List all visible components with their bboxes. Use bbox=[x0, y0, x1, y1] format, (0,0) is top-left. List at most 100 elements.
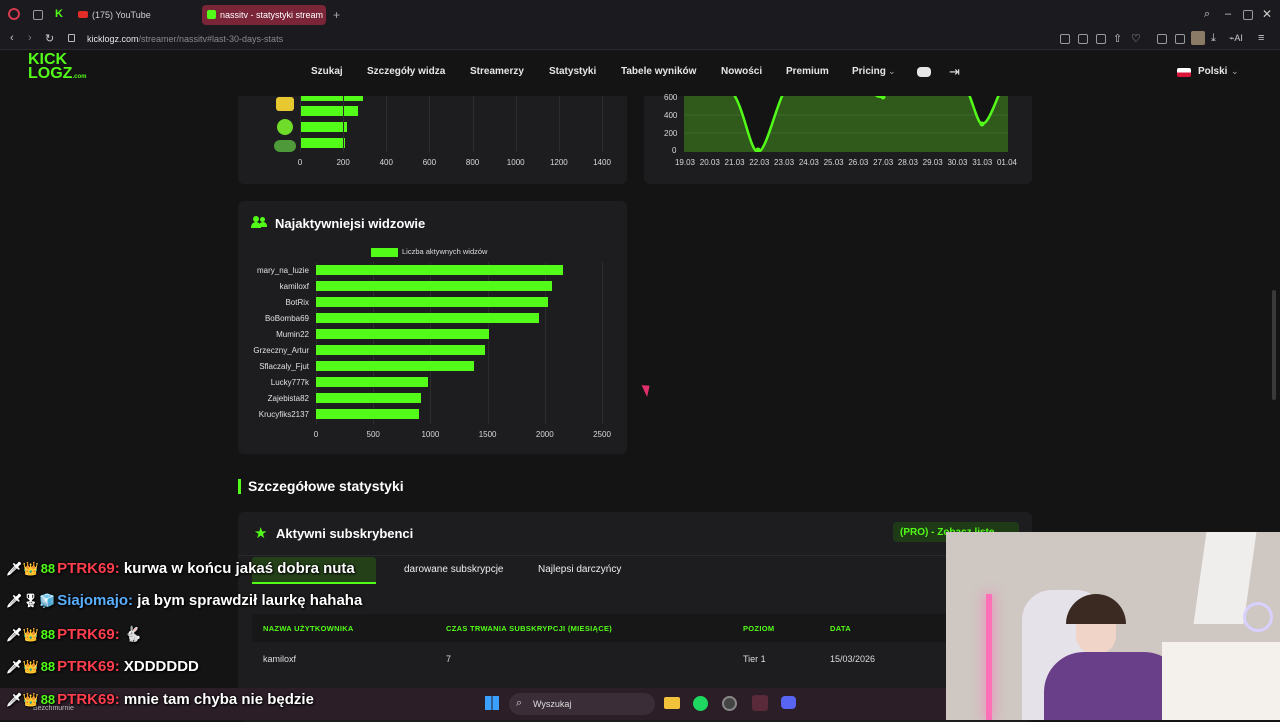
search-tabs-icon[interactable]: ⌕ bbox=[1204, 8, 1211, 20]
column-date[interactable]: DATA bbox=[830, 624, 851, 633]
nav-szczegoly-widza[interactable]: Szczegóły widza bbox=[367, 66, 446, 77]
kicklogz-logo[interactable]: KICK LOGZ.com bbox=[28, 51, 87, 84]
tab-youtube[interactable]: (175) YouTube bbox=[92, 10, 151, 20]
users-icon bbox=[251, 216, 267, 228]
chat-message: 🗡👑 88 PTRK69: 🐇 bbox=[6, 625, 143, 643]
language-select[interactable]: Polski bbox=[1198, 66, 1228, 77]
nav-pricing[interactable]: Pricing bbox=[852, 66, 886, 77]
x-tick-label: 0 bbox=[313, 430, 319, 439]
vpn-icon[interactable] bbox=[1157, 34, 1167, 44]
gridline bbox=[558, 96, 560, 152]
nav-premium[interactable]: Premium bbox=[786, 66, 829, 77]
bar-BoBomba69 bbox=[316, 313, 540, 323]
tab-kicklogz[interactable]: nassitv - statystyki stream bbox=[202, 5, 326, 25]
obs-icon[interactable] bbox=[722, 696, 737, 711]
data-point bbox=[880, 96, 886, 100]
mouse-cursor-icon bbox=[641, 382, 654, 397]
nav-statystyki[interactable]: Statystyki bbox=[549, 66, 597, 77]
y-tick: 400 bbox=[664, 111, 678, 120]
nav-szukaj[interactable]: Szukaj bbox=[311, 66, 343, 77]
column-username[interactable]: NAZWA UŻYTKOWNIKA bbox=[263, 624, 354, 633]
discord-taskbar-icon[interactable] bbox=[781, 696, 796, 709]
new-tab-icon[interactable]: + bbox=[333, 8, 341, 22]
x-tick-label: 29.03 bbox=[922, 158, 943, 167]
tab-top-gifters[interactable]: Najlepsi darczyńcy bbox=[538, 564, 622, 575]
pink-led-light bbox=[986, 594, 992, 720]
x-tick-label: 30.03 bbox=[947, 158, 968, 167]
emote-pikachu-icon bbox=[276, 97, 294, 111]
sub-badge-icon: 88 bbox=[40, 659, 56, 674]
logo-line1: KICK bbox=[28, 51, 68, 68]
active-viewers-title: Najaktywniejsi widzowie bbox=[275, 216, 426, 231]
chat-username: PTRK69: bbox=[57, 691, 120, 708]
chat-text: kurwa w końcu jakaś dobra nuta bbox=[123, 560, 355, 577]
windows-start-icon[interactable] bbox=[485, 696, 499, 710]
chat-text: 🐇 bbox=[123, 626, 143, 643]
minimize-icon[interactable]: – bbox=[1225, 8, 1232, 20]
maximize-icon[interactable] bbox=[1243, 10, 1253, 20]
spotify-icon[interactable] bbox=[693, 696, 708, 711]
legend-label[interactable]: Liczba aktywnych widzów bbox=[402, 247, 488, 256]
x-tick-label: 23.03 bbox=[774, 158, 795, 167]
series-line-dip-1 bbox=[733, 96, 784, 152]
emote-smile-icon bbox=[277, 119, 293, 135]
aria-ai-icon[interactable]: ⌁AI bbox=[1229, 33, 1243, 43]
heart-icon[interactable]: ♡ bbox=[1131, 33, 1141, 45]
y-category-label: Zajebista82 bbox=[267, 394, 309, 403]
x-tick-label: 21.03 bbox=[724, 158, 745, 167]
snapshot-icon[interactable] bbox=[1060, 34, 1070, 44]
sub-badge-icon: 88 bbox=[40, 692, 56, 707]
sub-badge-icon: 88 bbox=[40, 561, 56, 576]
x-tick-label: 800 bbox=[465, 158, 480, 167]
nav-tabele-wynikow[interactable]: Tabele wyników bbox=[621, 66, 697, 77]
browser-tab-bar bbox=[0, 0, 1280, 29]
y-tick: 0 bbox=[672, 146, 677, 155]
data-point bbox=[979, 121, 985, 127]
language-chevron-icon: ⌄ bbox=[1231, 66, 1239, 76]
discord-icon[interactable] bbox=[917, 67, 931, 77]
gridline bbox=[373, 262, 375, 424]
y-category-label: mary_na_luzie bbox=[256, 266, 309, 275]
gridline bbox=[487, 262, 489, 424]
gridline bbox=[472, 96, 474, 152]
chat-text: mnie tam chyba nie będzie bbox=[123, 691, 314, 708]
nav-nowosci[interactable]: Nowości bbox=[721, 66, 763, 77]
reload-icon[interactable]: ↻ bbox=[45, 33, 55, 45]
gridline bbox=[515, 96, 517, 152]
tab-active-subscriptions[interactable] bbox=[252, 557, 376, 583]
column-duration[interactable]: CZAS TRWANIA SUBSKRYPCJI (MIESIĄCE) bbox=[446, 624, 613, 633]
opera-taskbar-icon[interactable] bbox=[752, 695, 768, 711]
tab-underline bbox=[252, 582, 376, 584]
workspace-icon[interactable] bbox=[33, 10, 43, 20]
back-icon[interactable]: ‹ bbox=[10, 32, 14, 44]
shield-icon[interactable] bbox=[1096, 34, 1106, 44]
page-scrollbar[interactable] bbox=[1272, 290, 1276, 400]
menu-icon[interactable]: ≡ bbox=[1258, 32, 1265, 44]
profile-avatar[interactable] bbox=[1191, 31, 1205, 45]
download-icon[interactable]: ⤓ bbox=[1211, 32, 1216, 44]
forward-icon[interactable]: › bbox=[28, 32, 32, 44]
section-title: Szczegółowe statystyki bbox=[248, 478, 404, 494]
kick-icon[interactable]: K bbox=[55, 8, 63, 20]
badge-icons: 🗡🎖🧊 bbox=[6, 593, 56, 608]
nav-streamerzy[interactable]: Streamerzy bbox=[470, 66, 524, 77]
url-field[interactable]: kicklogz.com/streamer/nassitv#last-30-da… bbox=[87, 29, 283, 49]
capture-icon[interactable] bbox=[1078, 34, 1088, 44]
close-window-icon[interactable]: ✕ bbox=[1262, 7, 1273, 21]
subscribers-title: Aktywni subskrybenci bbox=[276, 526, 414, 541]
y-category-label: BotRix bbox=[285, 298, 309, 307]
taskbar-search-box[interactable] bbox=[509, 693, 655, 715]
extensions-icon[interactable] bbox=[1175, 34, 1185, 44]
top-left-bar bbox=[300, 138, 345, 148]
share-icon[interactable]: ⇧ bbox=[1113, 33, 1123, 45]
opera-icon[interactable] bbox=[8, 8, 20, 20]
legend-swatch[interactable] bbox=[371, 248, 398, 257]
file-explorer-icon[interactable] bbox=[664, 697, 680, 709]
login-icon[interactable]: ⇥ bbox=[949, 64, 960, 79]
logo-suffix: .com bbox=[72, 74, 87, 80]
column-tier[interactable]: POZIOM bbox=[743, 624, 775, 633]
webcam-feed bbox=[946, 532, 1280, 720]
tab-gifted-subscriptions[interactable]: darowane subskrypcje bbox=[404, 564, 504, 575]
chat-message: 🗡👑 88 PTRK69: mnie tam chyba nie będzie bbox=[6, 691, 314, 708]
gridline bbox=[602, 262, 603, 424]
